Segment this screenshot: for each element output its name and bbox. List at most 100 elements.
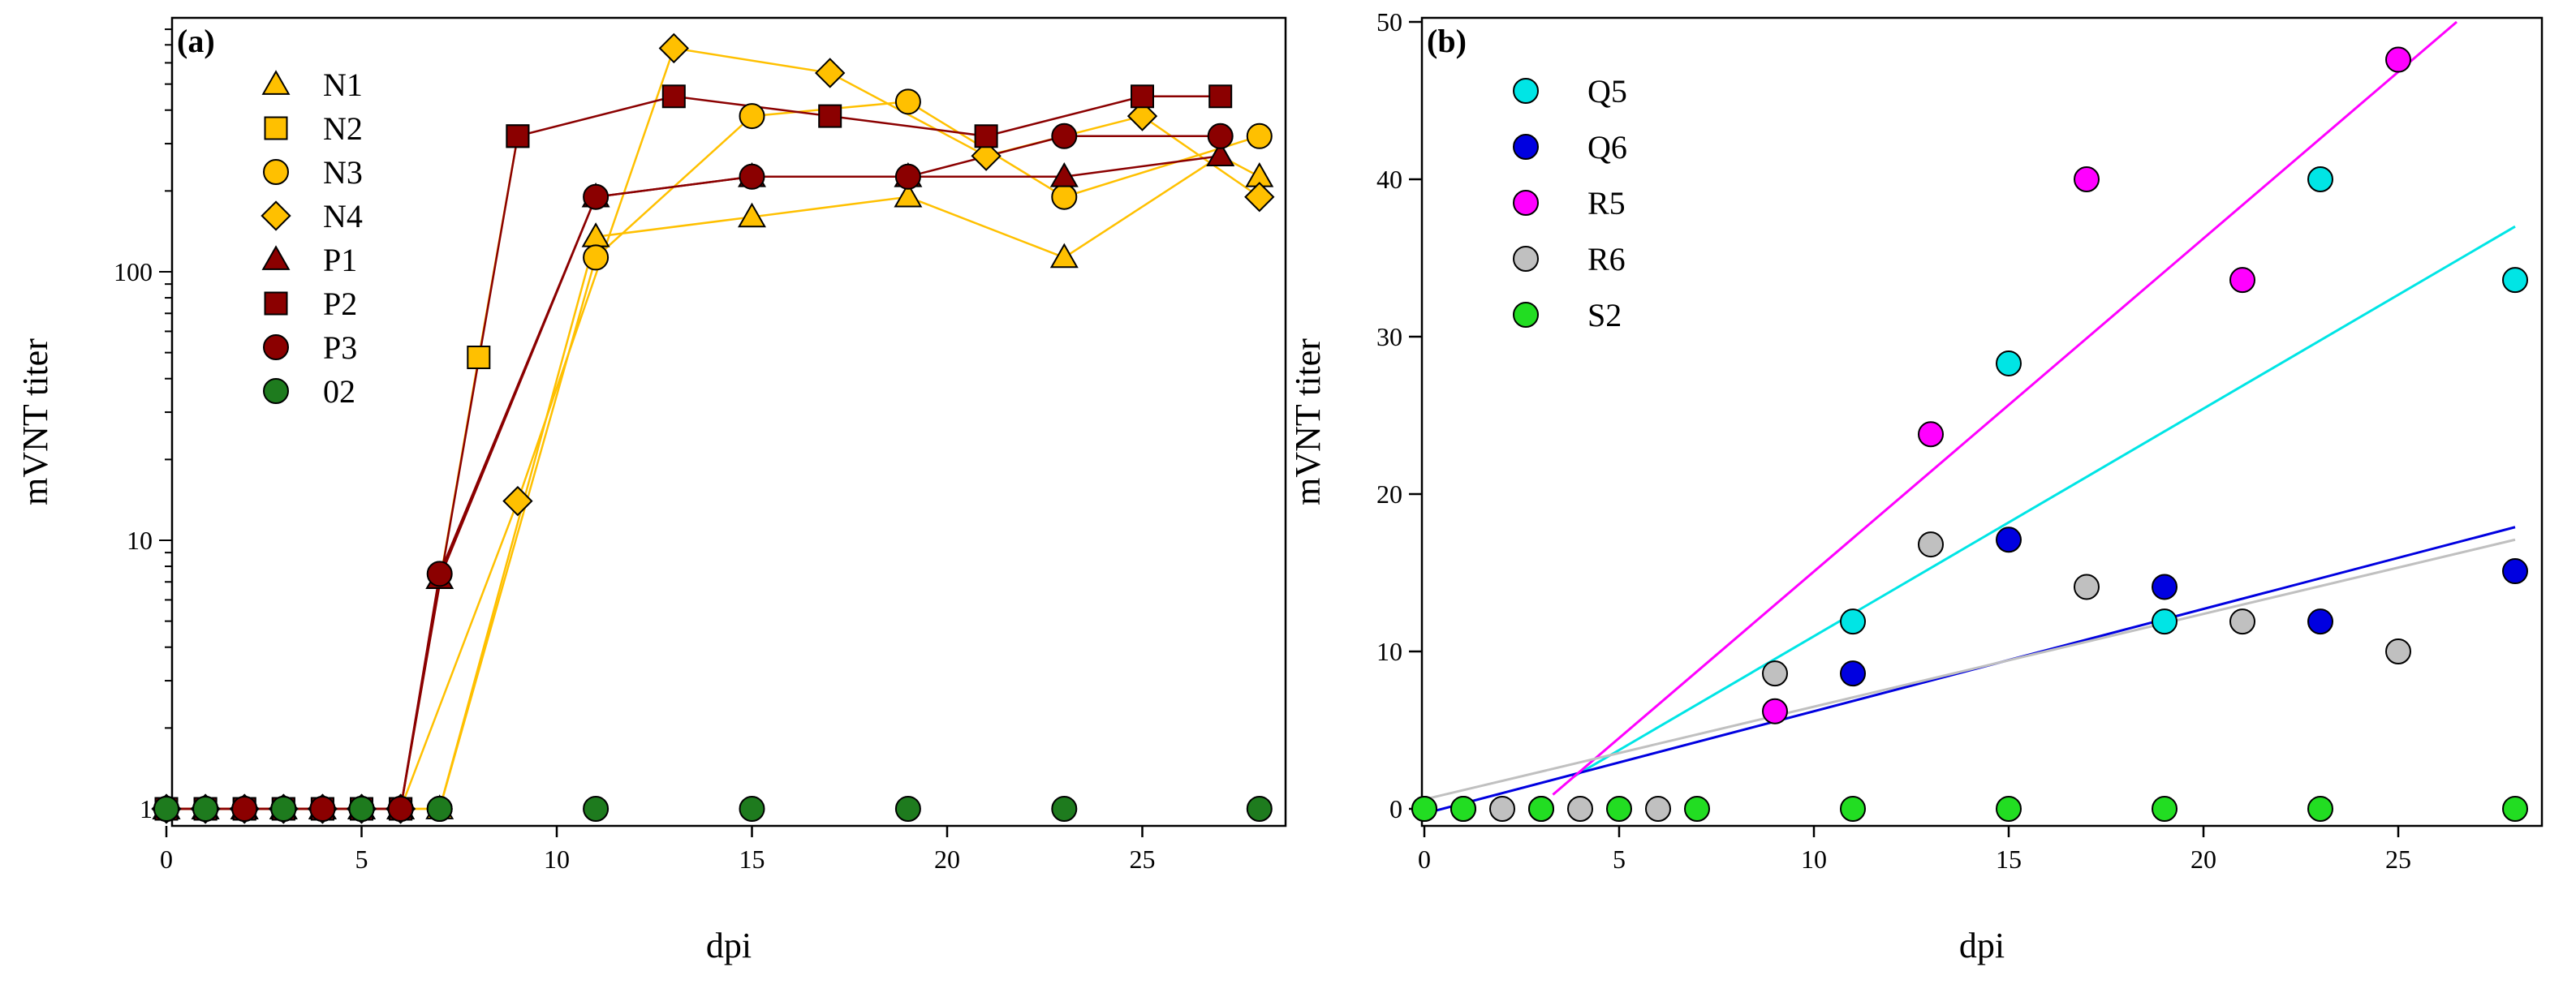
data-point-N2: [467, 346, 491, 370]
legend-marker-R6: [1513, 246, 1539, 272]
data-point-S2: [1840, 796, 1866, 822]
data-point-Q6: [1840, 660, 1866, 687]
legend-label-02: 02: [323, 373, 355, 410]
data-point-02: [583, 796, 610, 822]
regression-line-R5: [1552, 20, 2458, 796]
data-point-P2: [506, 124, 530, 148]
data-point-Q5: [2152, 608, 2178, 635]
data-point-02: [153, 796, 179, 822]
panel-b-x-tick-label: 0: [1418, 845, 1431, 874]
data-point-02: [894, 796, 921, 822]
data-point-P2: [661, 84, 686, 109]
regression-line-Q5: [1571, 225, 2516, 779]
panel-b-x-tick-label: 10: [1801, 845, 1827, 874]
panel-a-x-tick-label: 5: [355, 845, 368, 874]
panel-b-y-tick-label: 0: [1389, 794, 1402, 823]
data-point-02: [270, 796, 297, 822]
data-point-R5: [1762, 698, 1788, 724]
data-point-N4: [502, 485, 533, 517]
data-point-R6: [1762, 660, 1788, 687]
legend-label-Q6: Q6: [1587, 129, 1627, 166]
legend-marker-N4: [261, 200, 291, 231]
data-point-S2: [1996, 796, 2022, 822]
legend-label-N1: N1: [323, 67, 363, 103]
data-point-N3: [1246, 123, 1273, 149]
data-point-S2: [2502, 796, 2528, 822]
legend-marker-S2: [1513, 302, 1539, 328]
legend-label-Q5: Q5: [1587, 73, 1627, 110]
data-point-P3: [583, 183, 610, 210]
legend-marker-02: [263, 378, 289, 404]
panel-a-x-tick-label: 10: [544, 845, 570, 874]
data-point-R6: [2229, 608, 2255, 635]
data-point-N1: [738, 202, 766, 228]
data-point-N4: [971, 140, 1002, 171]
legend-marker-Q5: [1513, 78, 1539, 104]
panel-b-x-tick-label: 5: [1613, 845, 1626, 874]
data-point-R6: [1567, 796, 1593, 822]
series-line-P3: [166, 135, 1221, 810]
panel-b-y-tick-label: 40: [1376, 165, 1402, 194]
data-point-R6: [2074, 574, 2100, 600]
data-point-R6: [2385, 638, 2411, 664]
panel-a-y-tick-label: 10: [127, 526, 153, 555]
legend-label-N4: N4: [323, 198, 363, 234]
data-point-S2: [1411, 796, 1437, 822]
data-point-S2: [1528, 796, 1554, 822]
data-point-P3: [894, 163, 921, 190]
legend-label-S2: S2: [1587, 297, 1622, 333]
legend-label-P1: P1: [323, 242, 357, 278]
data-point-Q5: [1840, 608, 1866, 635]
data-point-S2: [2307, 796, 2333, 822]
data-point-R5: [1918, 421, 1944, 448]
panel-a-y-axis-title: mVNT titer: [15, 338, 55, 505]
panel-a-label: (a): [177, 23, 215, 59]
data-point-N3: [583, 244, 610, 271]
data-point-02: [1051, 796, 1078, 822]
panel-a-y-tick-label: 1: [140, 794, 153, 823]
panel-b-y-tick-label: 20: [1376, 479, 1402, 509]
data-point-N1: [1049, 243, 1079, 269]
panel-a-x-tick-label: 25: [1130, 845, 1156, 874]
data-point-P3: [231, 796, 258, 822]
panel-a-legend: N1 N2 N3 N4 P1 P2 P3 02: [261, 67, 363, 410]
legend-label-N2: N2: [323, 110, 363, 147]
data-point-N3: [1051, 183, 1078, 210]
data-point-P2: [1208, 84, 1233, 109]
panel-b-y-tick-label: 50: [1376, 7, 1402, 37]
data-point-R5: [2229, 267, 2255, 294]
data-point-P1: [1206, 141, 1235, 167]
data-point-Q6: [2502, 558, 2528, 585]
data-point-R6: [1918, 531, 1944, 558]
data-point-N4: [815, 58, 846, 88]
panel-b-x-tick-label: 15: [1996, 845, 2022, 874]
data-point-Q6: [1996, 527, 2022, 553]
legend-marker-R5: [1513, 190, 1539, 216]
data-point-R5: [2385, 46, 2411, 73]
series-line-N2: [166, 135, 519, 810]
panel-b-label: (b): [1427, 23, 1467, 59]
legend-label-P3: P3: [323, 329, 357, 366]
panel-a-x-tick-label: 20: [934, 845, 960, 874]
data-point-02: [192, 796, 219, 822]
data-point-S2: [1606, 796, 1632, 822]
panel-b-legend: Q5 Q6 R5 R6 S2: [1513, 73, 1627, 333]
data-point-P3: [426, 561, 453, 587]
data-point-P3: [739, 163, 765, 190]
panel-a-x-axis-title: dpi: [706, 926, 752, 965]
data-point-Q6: [2307, 608, 2333, 635]
data-point-Q6: [2152, 574, 2178, 600]
legend-label-P2: P2: [323, 286, 357, 322]
legend-label-R5: R5: [1587, 185, 1626, 221]
data-point-P3: [309, 796, 336, 822]
data-point-Q5: [2307, 166, 2333, 192]
legend-marker-N1: [261, 70, 291, 95]
data-point-R6: [1645, 796, 1671, 822]
panel-a-plot-frame: [170, 16, 1287, 828]
data-point-P3: [1051, 123, 1078, 149]
data-point-N3: [739, 103, 765, 130]
regression-line-R6: [1424, 538, 2516, 801]
data-point-S2: [1684, 796, 1710, 822]
legend-marker-Q6: [1513, 134, 1539, 160]
